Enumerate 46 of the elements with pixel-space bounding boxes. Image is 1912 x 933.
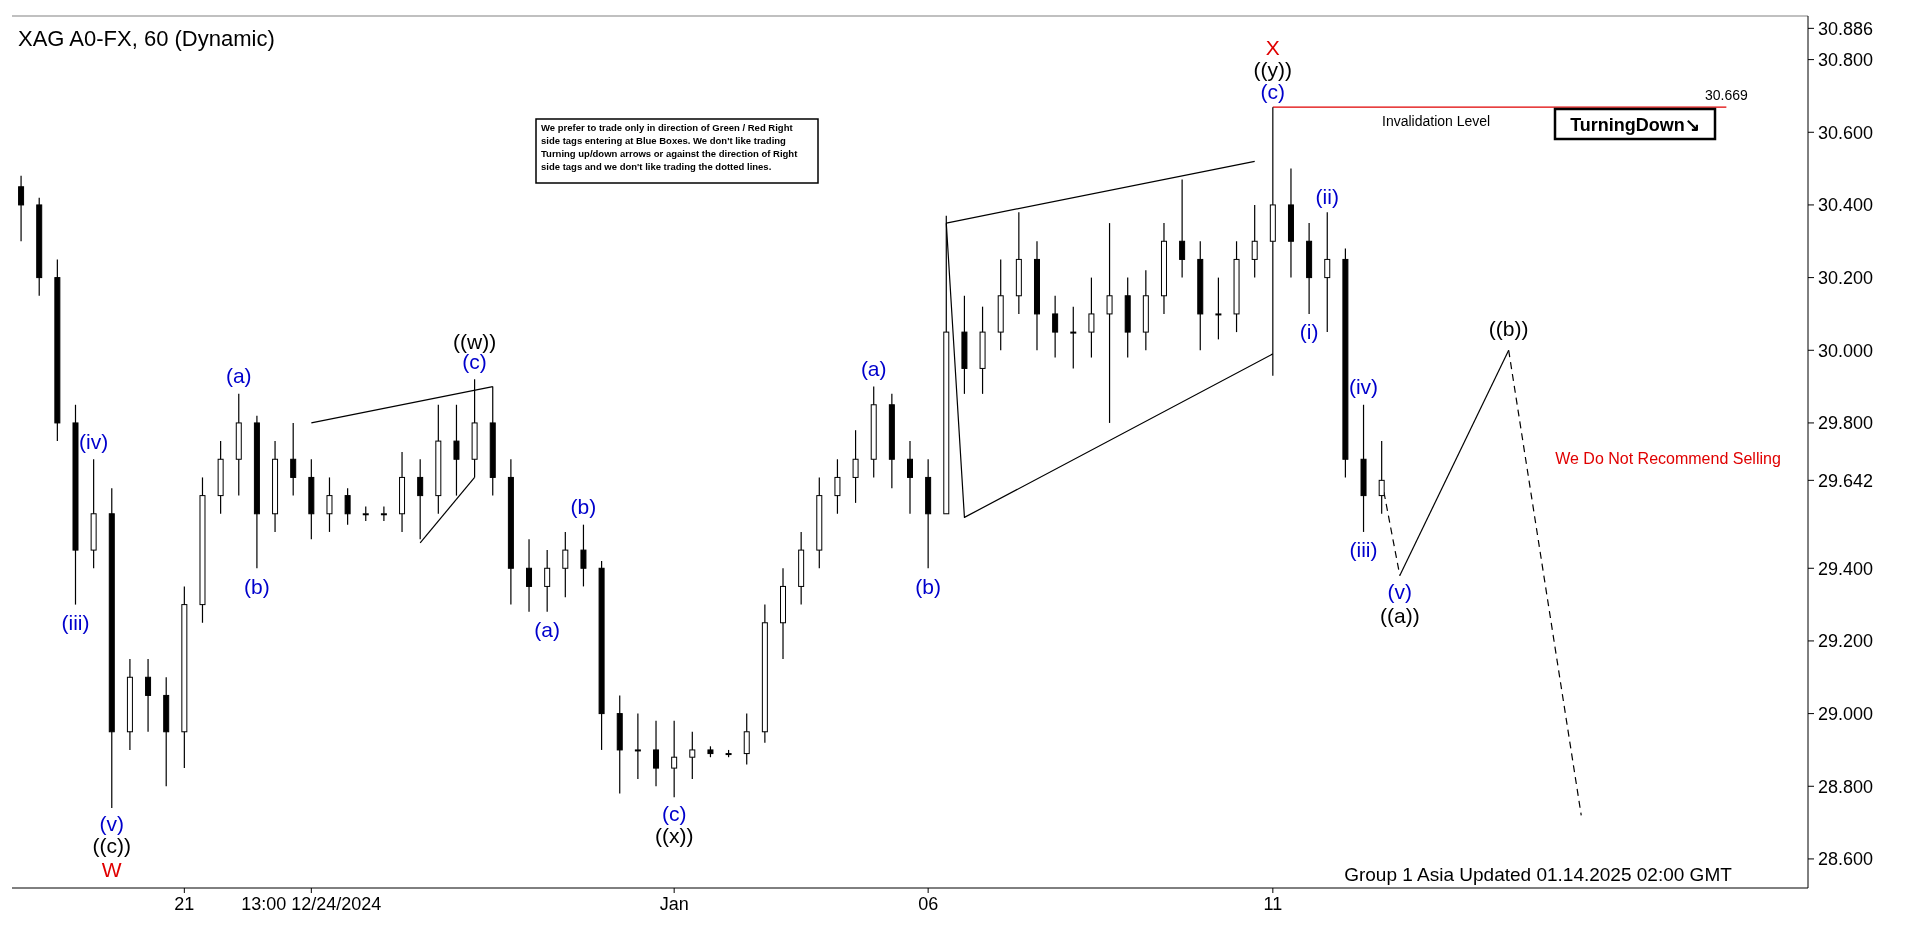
y-tick-label: 29.800 bbox=[1818, 413, 1874, 434]
annotation: (iii) bbox=[1349, 538, 1378, 562]
y-tick-label: 29.400 bbox=[1818, 558, 1874, 579]
x-tick-label: 11 bbox=[1263, 893, 1283, 914]
annotation: We Do Not Recommend Selling bbox=[1555, 449, 1781, 467]
y-tick-label: 30.200 bbox=[1818, 267, 1874, 288]
annotation: (iv) bbox=[1348, 375, 1379, 399]
annotation: 30.669 bbox=[1704, 87, 1748, 104]
annotation: ((a)) bbox=[1379, 603, 1420, 627]
annotation: (v) bbox=[1387, 579, 1413, 603]
annotation: X bbox=[1265, 35, 1280, 59]
y-tick-label: 30.400 bbox=[1818, 195, 1874, 216]
annotation: ((b)) bbox=[1488, 316, 1529, 340]
annotation: (b) bbox=[244, 574, 270, 598]
x-tick-label: 21 bbox=[174, 893, 195, 914]
x-tick-label: Jan bbox=[659, 893, 689, 914]
annotation: (b) bbox=[570, 495, 597, 519]
annotation: (v) bbox=[99, 812, 125, 836]
annotation: (a) bbox=[860, 356, 887, 380]
x-tick-label: 13:00 12/24/2024 bbox=[241, 893, 382, 914]
annotation: Invalidation Level bbox=[1382, 113, 1491, 130]
annotation: Group 1 Asia Updated 01.14.2025 02:00 GMT bbox=[1344, 863, 1733, 885]
x-tick-label: 06 bbox=[918, 893, 939, 914]
annotation: We prefer to trade only in direction of Green / Red Right side tags entering at Blue Boxes. We don't like trading Turning up/down arrows or against the direction of Right side tags and we don't like trading the dotted lines. bbox=[541, 122, 799, 172]
y-tick-label: 29.642 bbox=[1818, 470, 1874, 491]
annotation: (ii) bbox=[1315, 184, 1339, 208]
y-tick-label: 29.000 bbox=[1818, 703, 1874, 724]
y-tick-label: 30.886 bbox=[1818, 18, 1874, 39]
y-tick-label: 30.800 bbox=[1818, 49, 1874, 70]
annotation: (i) bbox=[1299, 320, 1319, 344]
annotation: (iii) bbox=[61, 610, 90, 634]
annotation: (c) bbox=[661, 801, 687, 825]
y-tick-label: 28.800 bbox=[1818, 776, 1874, 797]
annotation: ((y)) bbox=[1253, 57, 1293, 81]
y-tick-label: 30.600 bbox=[1818, 122, 1874, 143]
annotation: ((c)) bbox=[92, 834, 132, 858]
y-tick-label: 29.200 bbox=[1818, 631, 1874, 652]
y-tick-label: 28.600 bbox=[1818, 849, 1874, 870]
annotation: (iv) bbox=[79, 429, 109, 453]
annotation: (a) bbox=[225, 364, 252, 388]
text: XAG A0-FX, 60 (Dynamic) bbox=[18, 26, 275, 51]
annotation: W bbox=[101, 858, 122, 882]
annotation: (b) bbox=[915, 574, 941, 598]
annotation: TurningDown↘ bbox=[1570, 115, 1700, 136]
y-tick-label: 30.000 bbox=[1818, 340, 1874, 361]
annotation: (a) bbox=[534, 618, 561, 642]
